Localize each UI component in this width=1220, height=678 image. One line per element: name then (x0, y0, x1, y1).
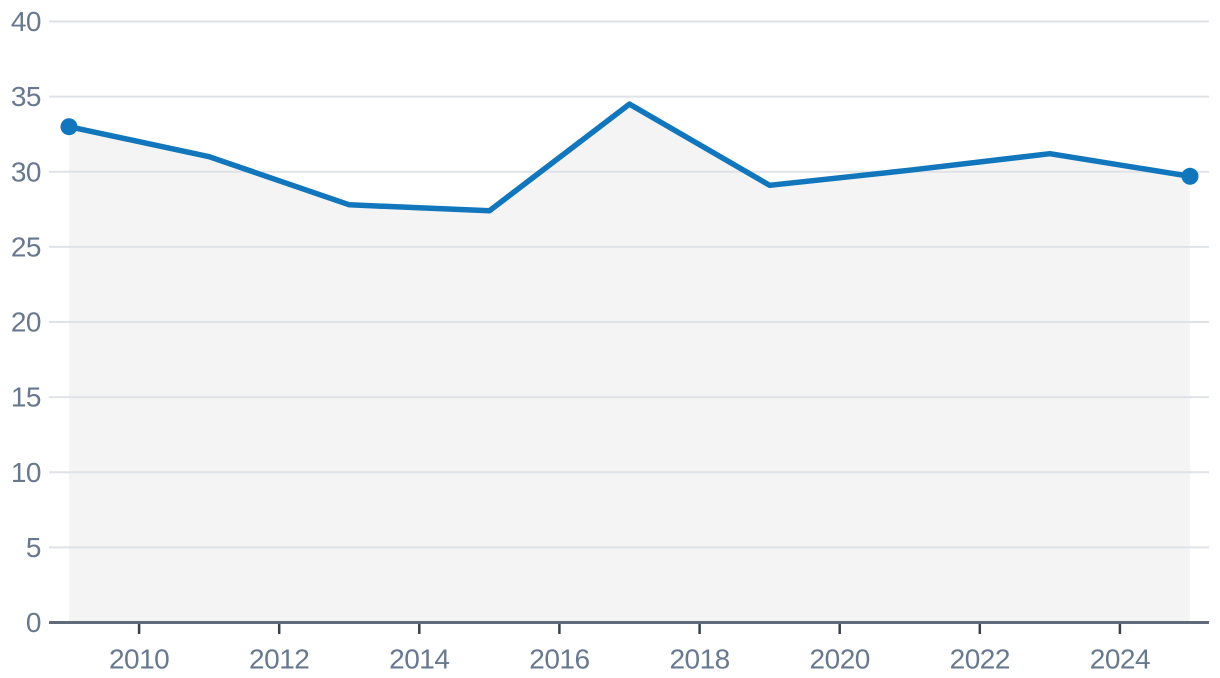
y-axis-label: 15 (11, 382, 41, 413)
x-axis-label: 2020 (810, 644, 870, 675)
y-axis-label: 20 (11, 307, 41, 338)
x-axis-label: 2010 (109, 644, 169, 675)
y-axis-label: 35 (11, 81, 41, 112)
y-axis-label: 25 (11, 231, 41, 262)
label-layer: 0 5 10 15 20 25 30 35 40 2010 2012 2014 2016 2018 2020… (11, 6, 1151, 675)
y-axis-label: 10 (11, 457, 41, 488)
y-axis-label: 40 (11, 6, 41, 37)
data-point-last (1181, 167, 1199, 185)
grid-layer (49, 20, 1209, 549)
x-axis-label: 2022 (950, 644, 1010, 675)
x-axis-label: 2024 (1090, 644, 1150, 675)
data-point-first (60, 118, 78, 136)
axis-layer (49, 621, 1209, 634)
marker-layer (60, 118, 1199, 185)
line-layer (66, 101, 1193, 214)
x-axis-label: 2012 (249, 644, 309, 675)
x-axis-label: 2014 (389, 644, 449, 675)
y-axis-label: 0 (26, 607, 41, 638)
x-axis-label: 2018 (669, 644, 729, 675)
y-axis-label: 5 (26, 532, 41, 563)
area-fill (69, 104, 1190, 623)
x-axis-label: 2016 (529, 644, 589, 675)
data-line (66, 101, 1193, 214)
area-layer (69, 104, 1190, 623)
y-axis-label: 30 (11, 156, 41, 187)
